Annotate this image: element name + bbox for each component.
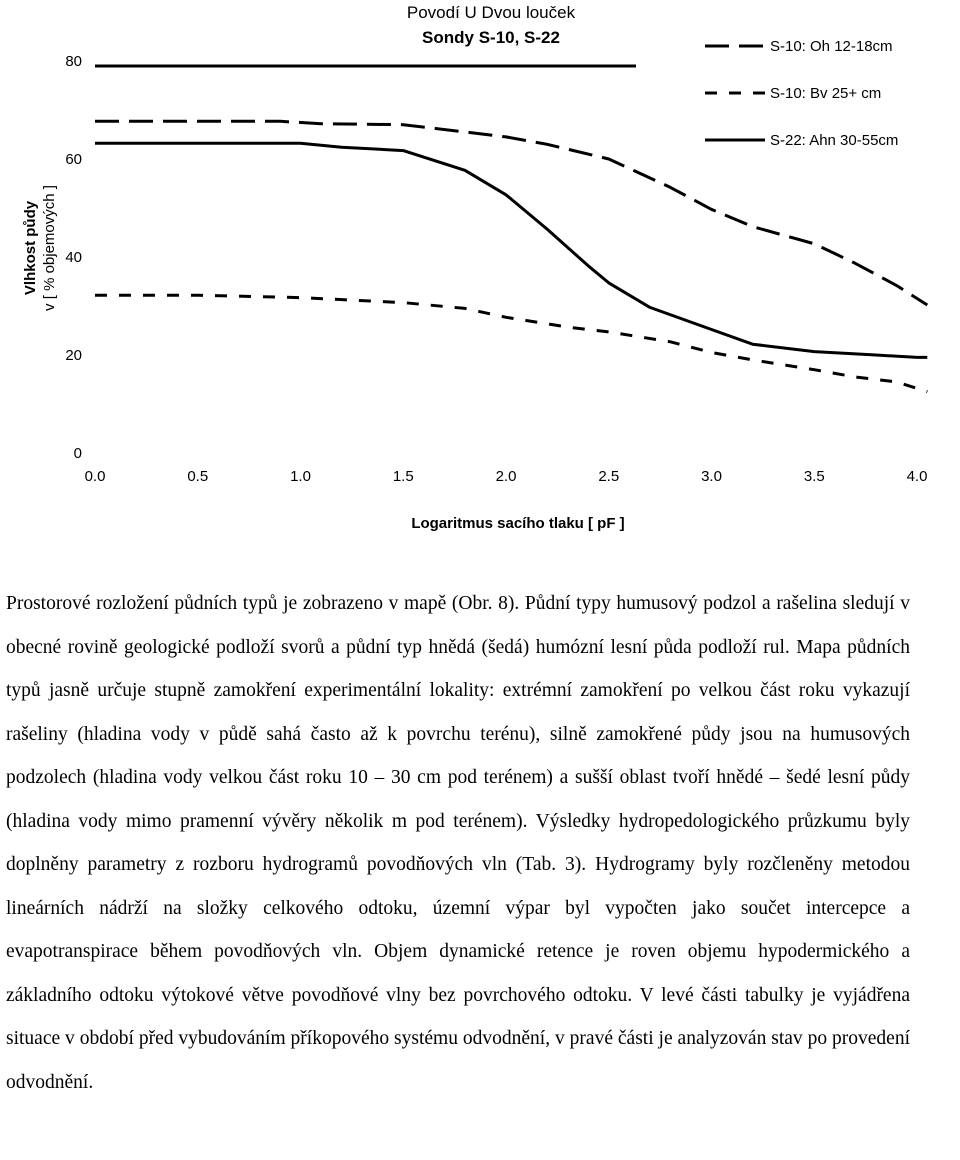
x-tick-label: 2.0 <box>496 468 517 485</box>
chart-title: Povodí U Dvou louček <box>407 3 576 22</box>
soil-moisture-chart: Povodí U Dvou louček Sondy S-10, S-22 Vl… <box>22 3 929 532</box>
series-line-2 <box>95 293 928 394</box>
body-text: Prostorové rozložení půdních typů je zob… <box>6 582 910 1104</box>
y-tick-label: 40 <box>65 249 82 266</box>
y-tick-label: 60 <box>65 151 82 168</box>
legend-label-1: S-10: Oh 12-18cm <box>770 38 893 55</box>
x-axis-label: Logaritmus sacího tlaku [ pF ] <box>411 515 624 532</box>
y-tick-label: 80 <box>65 53 82 70</box>
x-tick-label: 2.5 <box>598 468 619 485</box>
x-tick-label: 4.0 <box>907 468 928 485</box>
x-tick-label: 3.0 <box>701 468 722 485</box>
y-tick-label: 20 <box>65 347 82 364</box>
x-tick-label: 3.5 <box>804 468 825 485</box>
chart-subtitle: Sondy S-10, S-22 <box>422 28 560 47</box>
y-axis-label: Vlhkost půdy <box>22 200 39 295</box>
series-line-3 <box>95 141 928 359</box>
y-tick-label: 0 <box>74 445 82 462</box>
x-tick-label: 0.5 <box>187 468 208 485</box>
series-line-1 <box>95 119 929 307</box>
legend-label-2: S-10: Bv 25+ cm <box>770 85 881 102</box>
paragraph: Prostorové rozložení půdních typů je zob… <box>6 593 910 1093</box>
legend-label-3: S-22: Ahn 30-55cm <box>770 132 898 149</box>
x-tick-label: 1.0 <box>290 468 311 485</box>
x-tick-label: 1.5 <box>393 468 414 485</box>
x-tick-label: 0.0 <box>85 468 106 485</box>
y-axis-unit: v [ % objemových ] <box>41 185 58 311</box>
